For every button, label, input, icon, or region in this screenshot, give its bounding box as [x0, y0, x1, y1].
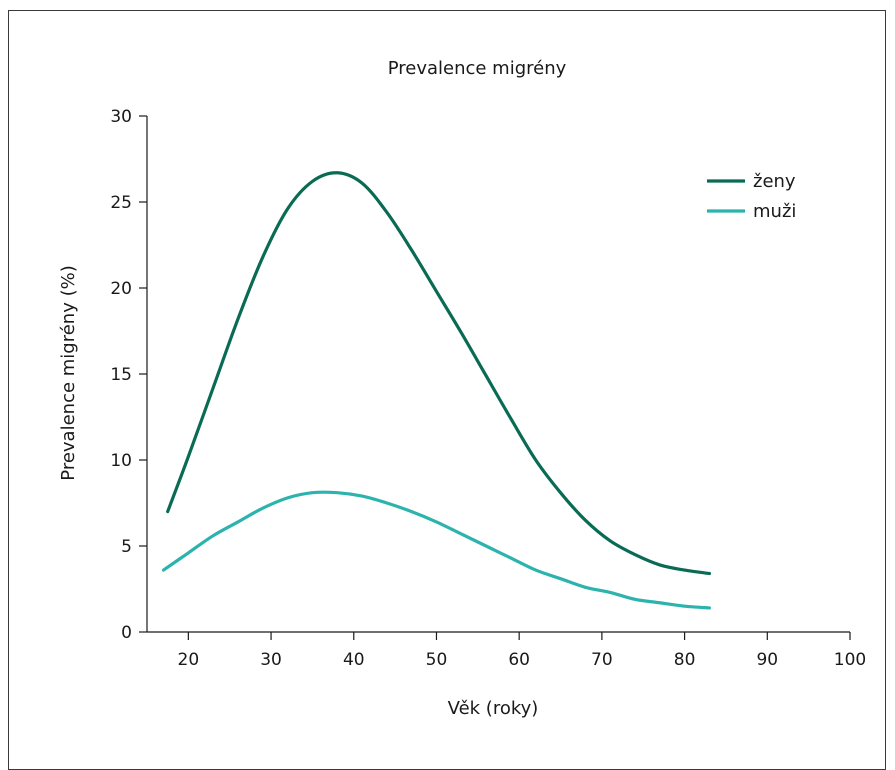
x-tick-label: 70 — [591, 650, 613, 670]
y-axis-ticks: 0 5 10 15 20 25 30 — [110, 107, 147, 643]
y-tick-label: 30 — [110, 107, 132, 127]
x-tick-label: 50 — [426, 650, 448, 670]
y-tick-label: 15 — [110, 365, 132, 385]
y-tick-label: 10 — [110, 451, 132, 471]
legend-label: ženy — [753, 171, 796, 192]
x-tick-label: 80 — [674, 650, 696, 670]
series-line-muzi — [161, 490, 711, 610]
y-tick-label: 0 — [121, 623, 132, 643]
y-tick-label: 25 — [110, 193, 132, 213]
x-tick-label: 30 — [260, 650, 282, 670]
chart-svg: Prevalence migrény 0 5 10 15 20 25 30 20 30 40 50… — [58, 58, 866, 719]
x-tick-label: 60 — [508, 650, 530, 670]
x-axis-label: Věk (roky) — [448, 698, 539, 719]
x-tick-label: 90 — [756, 650, 778, 670]
legend: ženy muži — [707, 171, 796, 222]
x-tick-label: 20 — [178, 650, 200, 670]
x-tick-label: 100 — [834, 650, 866, 670]
y-tick-label: 5 — [121, 537, 132, 557]
legend-label: muži — [753, 201, 796, 222]
chart-title: Prevalence migrény — [388, 58, 567, 79]
y-axis-label: Prevalence migrény (%) — [58, 265, 79, 480]
series-line-zeny — [166, 171, 711, 576]
y-tick-label: 20 — [110, 279, 132, 299]
x-tick-label: 40 — [343, 650, 365, 670]
series-lines — [161, 171, 711, 610]
x-axis-ticks: 20 30 40 50 60 70 80 90 100 — [178, 632, 866, 670]
